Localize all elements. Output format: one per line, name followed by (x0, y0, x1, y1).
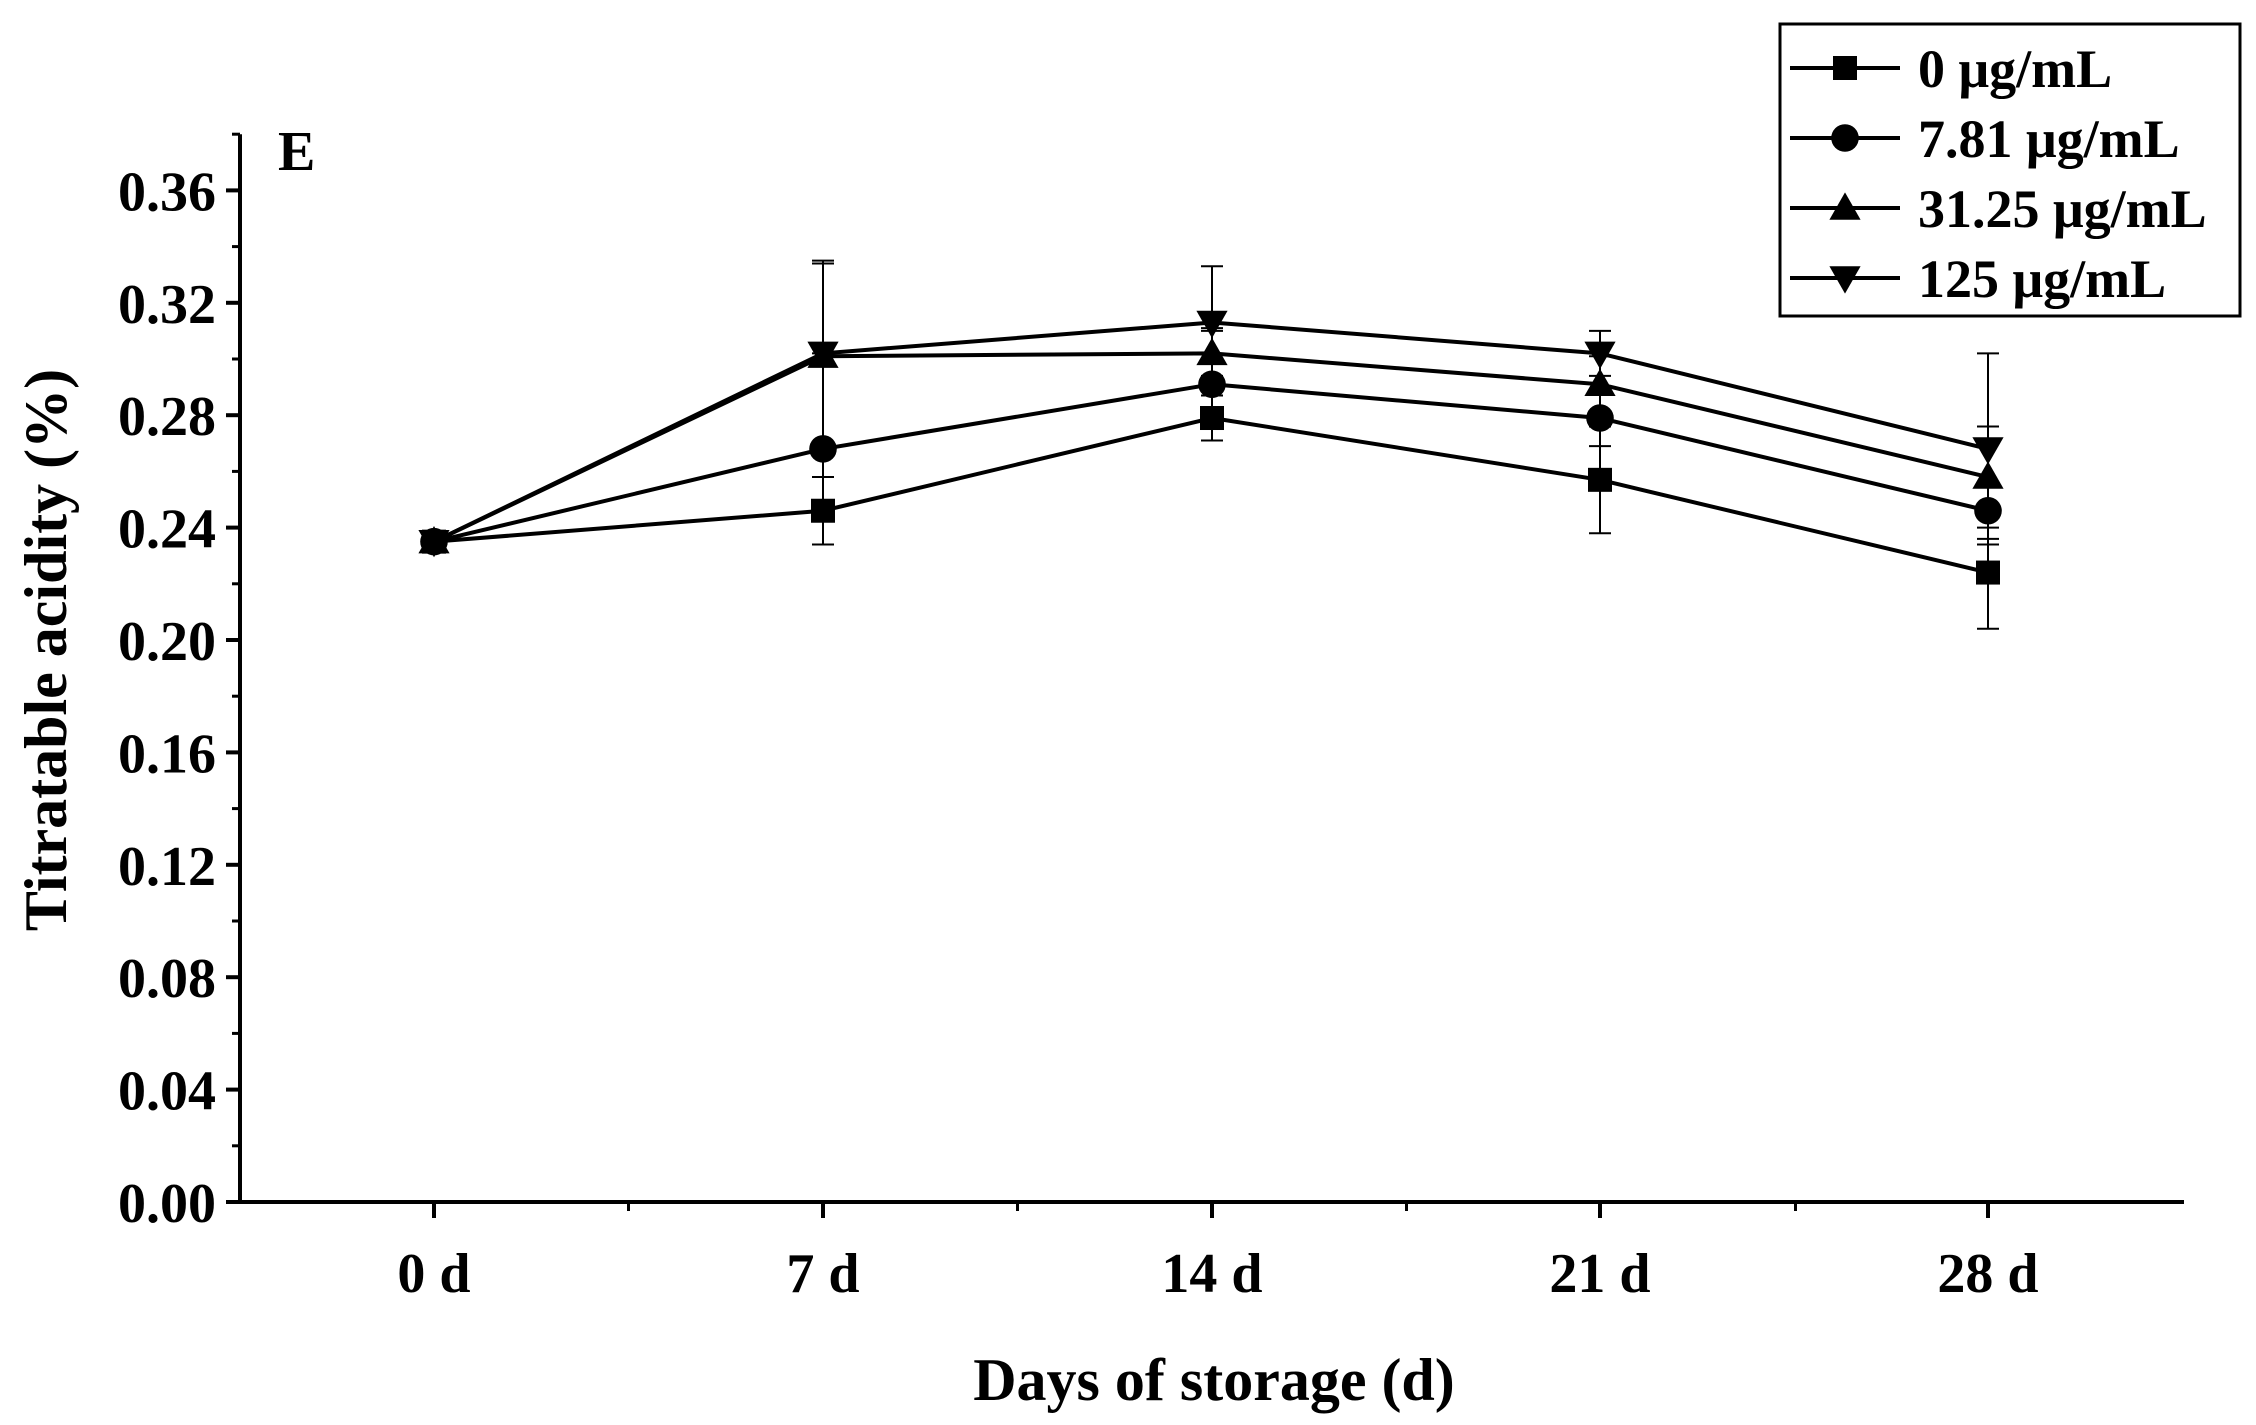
y-tick-label: 0.16 (118, 723, 216, 785)
legend-marker (1829, 266, 1861, 294)
x-tick-label: 7 d (786, 1243, 859, 1305)
y-tick-label: 0.08 (118, 948, 216, 1010)
data-point (809, 435, 837, 463)
data-point (1584, 341, 1616, 369)
y-tick-label: 0.24 (118, 499, 216, 561)
data-point (1972, 437, 2004, 465)
data-point (807, 341, 839, 369)
axes: 0.00 0.04 0.08 0.12 0.16 0.20 0.24 0.28 0.32 0.36… (118, 132, 2184, 1305)
y-tick-label: 0.28 (118, 386, 216, 448)
x-tick-label: 28 d (1937, 1243, 2038, 1305)
data-point (1976, 560, 2000, 585)
legend-label: 0 μg/mL (1918, 39, 2112, 99)
y-tick-label: 0.12 (118, 836, 216, 898)
data-point (1584, 368, 1616, 396)
legend-label: 31.25 μg/mL (1918, 179, 2207, 239)
legend-marker (1833, 56, 1857, 80)
legend-marker (1831, 124, 1859, 152)
x-axis-title: Days of storage (d) (973, 1347, 1455, 1413)
data-point (1196, 310, 1228, 339)
series-markers (418, 310, 2004, 585)
x-tick-label: 21 d (1549, 1243, 1650, 1305)
panel-label: E (278, 121, 315, 183)
data-point (1196, 337, 1228, 366)
y-tick-label: 0.32 (118, 274, 216, 336)
y-tick-label: 0.00 (118, 1173, 216, 1235)
data-point (418, 529, 450, 558)
data-point (1972, 461, 2004, 489)
y-axis-title: Titratable acidity (%) (13, 369, 79, 931)
y-tick-label: 0.36 (118, 161, 216, 223)
data-point (1974, 496, 2002, 525)
legend: 0 μg/mL 7.81 μg/mL 31.25 μg/mL 125 μg/mL (1778, 22, 2242, 318)
y-tick-label: 0.20 (118, 611, 216, 673)
y-tick-label: 0.04 (118, 1061, 216, 1123)
x-tick-label: 0 d (397, 1243, 470, 1305)
data-point (1588, 467, 1612, 492)
data-point (1198, 370, 1226, 399)
data-point (1586, 404, 1614, 432)
legend-marker (1829, 192, 1861, 220)
legend-label: 7.81 μg/mL (1918, 109, 2180, 169)
legend-label: 125 μg/mL (1918, 249, 2166, 309)
data-point (1200, 406, 1224, 431)
x-tick-label: 14 d (1161, 1243, 1262, 1305)
data-point (811, 498, 835, 523)
